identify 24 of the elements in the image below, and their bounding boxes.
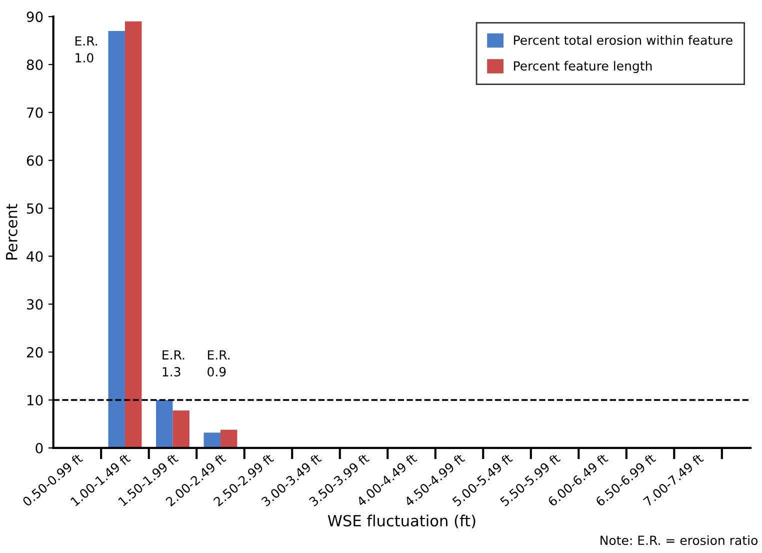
y-tick-label: 30 [27,299,43,310]
bar [124,21,142,448]
annotation: E.R. 1.3 [162,350,184,376]
bar [220,430,238,448]
y-tick-label: 0 [36,442,43,454]
y-axis-title: Percent [6,204,18,260]
bar [156,400,173,448]
y-tick-label: 60 [26,155,43,166]
y-tick-label: 50 [27,203,43,214]
y-tick-label: 70 [27,107,43,118]
y-tick-label: 20 [26,347,43,358]
legend-label: Percent total erosion within feature [514,35,732,45]
y-tick-label: 40 [26,251,43,262]
bar [108,30,125,448]
y-tick-label: 90 [26,12,43,22]
bar [204,432,220,448]
text: Note: E.R. = erosion ratio [600,535,758,546]
bar [172,410,190,448]
y-tick-label: 10 [27,394,43,406]
y-tick-label: 80 [26,59,43,70]
legend-label: Percent feature length [514,60,652,74]
x-axis-title: WSE fluctuation (ft) [328,514,476,528]
annotation: E.R. 0.9 [208,350,230,376]
annotation: E.R. 1.0 [75,36,97,63]
